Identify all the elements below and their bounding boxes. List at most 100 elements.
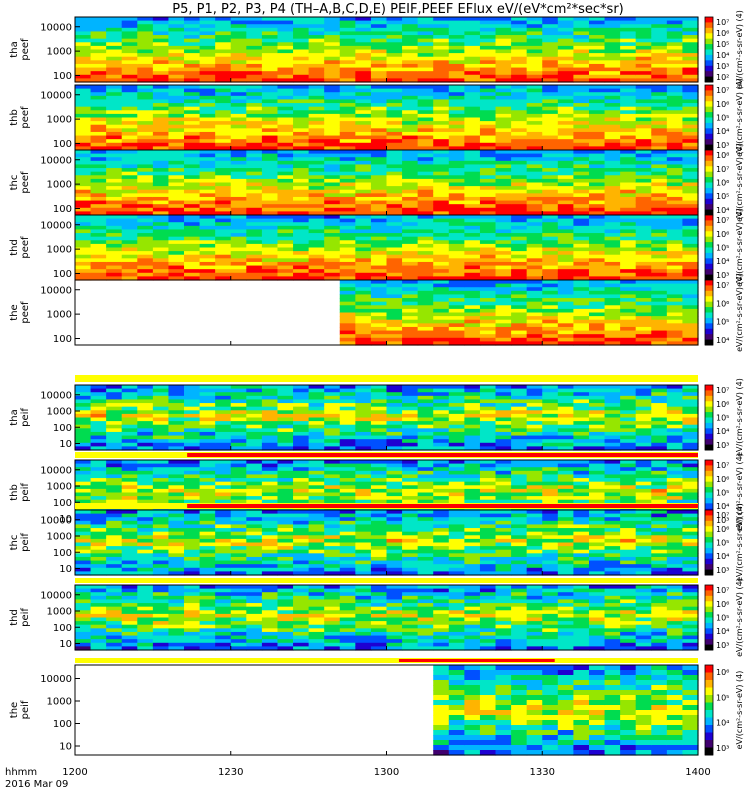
heatmap-cell [308, 182, 325, 187]
heatmap-cell [370, 225, 388, 231]
heatmap-cell [261, 236, 279, 241]
heatmap-cell [402, 269, 419, 274]
heatmap-cell [588, 305, 606, 310]
heatmap-cell [479, 435, 497, 440]
heatmap-cell [324, 251, 341, 256]
heatmap-cell [199, 211, 216, 216]
heatmap-cell [464, 139, 481, 144]
heatmap-cell [370, 417, 388, 422]
heatmap-cell [106, 421, 123, 426]
heatmap-cell [106, 204, 123, 209]
heatmap-cell [651, 31, 668, 36]
heatmap-cell [75, 117, 92, 122]
heatmap-cell [261, 207, 279, 212]
heatmap-cell [433, 113, 450, 119]
heatmap-cell [75, 388, 92, 393]
heatmap-cell [106, 211, 123, 216]
heatmap-cell [184, 269, 201, 274]
heatmap-cell [433, 506, 450, 512]
heatmap-cell [246, 406, 263, 411]
heatmap-cell [682, 399, 699, 404]
heatmap-cell [573, 128, 590, 133]
heatmap-cell [526, 200, 543, 205]
colorbar-segment [705, 436, 713, 440]
heatmap-cell [152, 20, 170, 25]
heatmap-cell [588, 71, 606, 76]
heatmap-cell [666, 392, 684, 397]
heatmap-cell [666, 106, 684, 111]
colorbar-segment [705, 101, 713, 105]
heatmap-cell [402, 186, 419, 191]
heatmap-cell [121, 17, 138, 22]
heatmap-cell [542, 215, 559, 220]
heatmap-cell [75, 265, 92, 270]
heatmap-cell [184, 196, 201, 202]
heatmap-cell [417, 153, 434, 158]
heatmap-cell [293, 38, 310, 43]
heatmap-cell [433, 463, 450, 468]
heatmap-cell [106, 150, 123, 155]
heatmap-cell [526, 193, 543, 198]
heatmap-cell [370, 229, 388, 234]
heatmap-cell [230, 31, 247, 36]
colorbar-segment [705, 228, 713, 232]
heatmap-cell [417, 323, 434, 328]
heatmap-cell [90, 463, 107, 468]
heatmap-cell [293, 27, 310, 33]
heatmap-cell [199, 467, 216, 472]
heatmap-cell [620, 20, 637, 25]
heatmap-cell [417, 164, 434, 169]
heatmap-cell [184, 243, 201, 249]
heatmap-cell [604, 56, 621, 61]
heatmap-cell [90, 431, 107, 437]
heatmap-cell [106, 67, 123, 72]
heatmap-cell [199, 276, 216, 281]
heatmap-cell [184, 485, 201, 490]
heatmap-cell [277, 421, 294, 426]
colorbar-tick-label: 10⁴ [716, 427, 729, 436]
heatmap-cell [620, 63, 637, 69]
heatmap-cell [526, 417, 543, 422]
heatmap-cell [588, 478, 606, 483]
heatmap-cell [324, 88, 341, 93]
heatmap-cell [620, 269, 637, 274]
heatmap-cell [542, 128, 559, 133]
heatmap-cell [682, 63, 699, 69]
heatmap-cell [402, 240, 419, 245]
heatmap-cell [479, 63, 497, 69]
heatmap-cell [495, 326, 512, 332]
heatmap-cell [402, 150, 419, 155]
heatmap-cell [184, 215, 201, 220]
heatmap-cell [682, 229, 699, 234]
heatmap-cell [402, 439, 419, 444]
heatmap-cell [402, 403, 419, 408]
heatmap-cell [557, 442, 575, 447]
heatmap-cell [666, 258, 684, 263]
heatmap-cell [168, 240, 185, 245]
colorbar-segment [705, 128, 713, 132]
heatmap-cell [355, 67, 372, 72]
heatmap-cell [246, 200, 263, 205]
heatmap-cell [635, 211, 652, 216]
heatmap-cell [121, 481, 138, 486]
heatmap-cell [588, 85, 606, 90]
heatmap-cell [542, 341, 559, 346]
heatmap-cell [573, 290, 590, 296]
heatmap-cell [293, 251, 310, 256]
colorbar-segment [705, 217, 713, 221]
colorbar-tick-label: 10⁴ [716, 336, 729, 345]
heatmap-cell [511, 258, 528, 263]
heatmap-cell [557, 399, 575, 404]
colorbar-segment [705, 417, 713, 421]
heatmap-cell [121, 200, 138, 205]
colorbar-tick-label: 10⁴ [716, 206, 729, 215]
colorbar-segment [705, 285, 713, 289]
heatmap-cell [588, 287, 606, 292]
heatmap-cell [448, 312, 465, 317]
heatmap-cell [261, 196, 279, 202]
heatmap-cell [199, 460, 216, 465]
heatmap-cell [448, 272, 465, 277]
heatmap-cell [370, 290, 388, 296]
heatmap-cell [402, 265, 419, 270]
